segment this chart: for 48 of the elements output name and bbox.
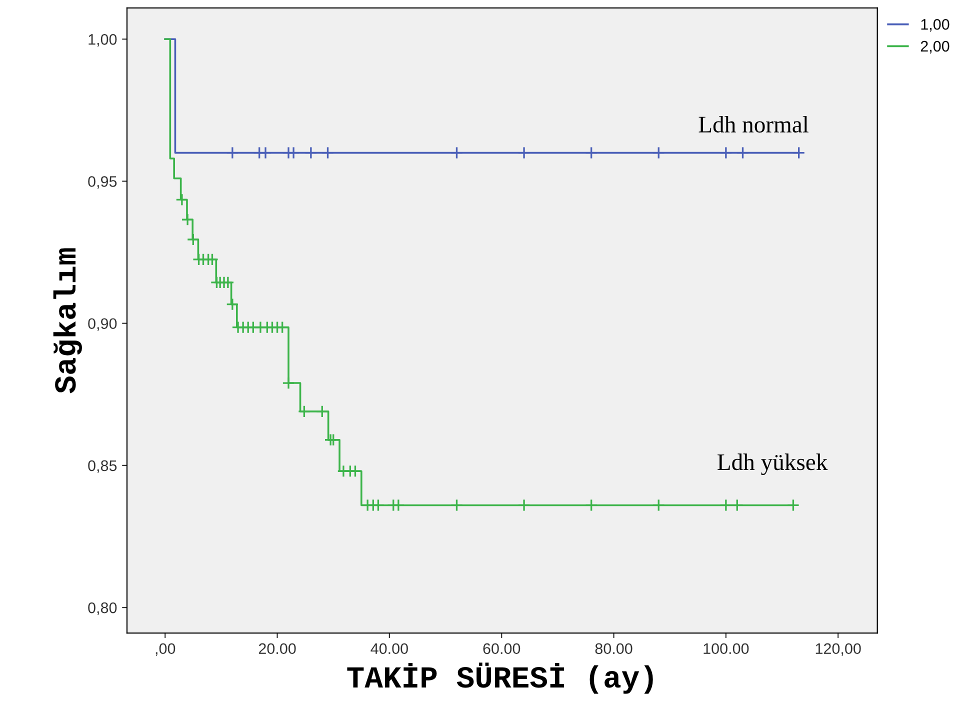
point [176, 193, 188, 206]
point [206, 253, 219, 266]
point [450, 146, 464, 160]
x-tick-label: 60.00 [483, 643, 520, 654]
point [282, 376, 295, 390]
point [518, 498, 530, 512]
y-tick-label: 0,85 [88, 460, 117, 473]
point [584, 146, 598, 160]
annotation: Ldh yüksek [718, 454, 828, 476]
point [326, 433, 340, 446]
point [786, 498, 800, 512]
point [186, 233, 200, 246]
x-tick-label: 120,00 [816, 643, 861, 656]
point [584, 498, 598, 512]
y-tick-label: 0,90 [88, 318, 117, 331]
point [226, 298, 239, 311]
point [259, 146, 272, 160]
point [226, 146, 239, 160]
x-tick-label: 80.00 [595, 643, 632, 654]
point [652, 146, 666, 160]
x-tick-label: 100.00 [704, 643, 749, 654]
point [321, 146, 334, 160]
y-axis-title: Sağkalım [53, 248, 82, 394]
y-tick-label: 0,80 [88, 602, 117, 616]
point [298, 405, 311, 418]
legend-label: 1,00 [921, 18, 950, 32]
point [392, 498, 405, 512]
legend-label: 2,00 [920, 40, 950, 54]
point [792, 146, 806, 160]
point [720, 146, 732, 160]
point [287, 146, 300, 160]
point [181, 213, 194, 226]
x-tick-label: 40.00 [370, 643, 408, 654]
point [720, 498, 732, 512]
point [304, 146, 318, 160]
point [518, 146, 530, 160]
point [316, 405, 329, 418]
y-tick-label: 1,00 [88, 34, 117, 47]
point [730, 498, 744, 512]
annotation: Ldh normal [698, 116, 808, 133]
x-tick-label: ,00 [156, 643, 176, 656]
x-axis-title: TAKİP SÜRESİ (ay) [347, 662, 653, 694]
point [736, 146, 750, 160]
point [652, 498, 666, 512]
y-tick-label: 0,95 [88, 176, 117, 189]
x-tick-label: 20.00 [258, 643, 296, 654]
point [222, 276, 234, 289]
point [450, 498, 464, 512]
